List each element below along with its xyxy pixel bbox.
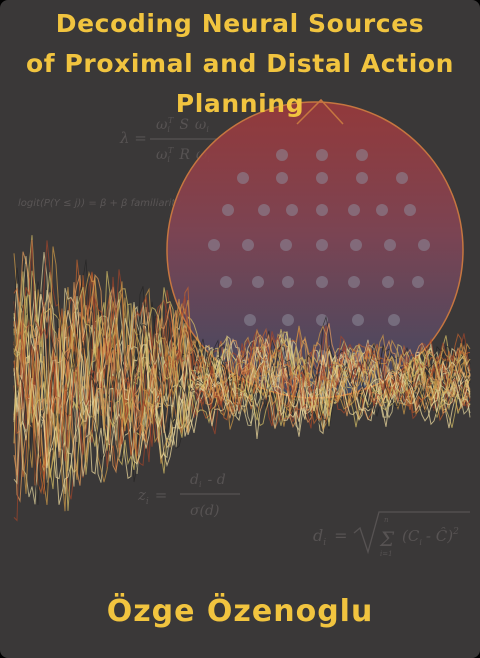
electrode-dot-icon — [352, 314, 364, 326]
formula-zscore-lhs: zi = — [137, 486, 167, 507]
electrode-dot-icon — [282, 314, 294, 326]
eeg-trace — [13, 246, 471, 494]
electrode-dot-icon — [316, 276, 328, 288]
eeg-trace — [13, 251, 471, 465]
title-line-1: Decoding Neural Sources — [55, 9, 425, 38]
eeg-trace — [13, 297, 471, 506]
electrode-dot-icon — [404, 204, 416, 216]
electrode-dot-icon — [348, 204, 360, 216]
electrode-dot-icon — [384, 239, 396, 251]
electrode-dot-icon — [412, 276, 424, 288]
formula-logit: logit(P(Y ≤ j)) = β + β familiarity — [18, 198, 182, 209]
electrode-dot-icon — [350, 239, 362, 251]
electrode-dot-icon — [316, 149, 328, 161]
electrode-dot-icon — [220, 276, 232, 288]
electrode-dot-icon — [280, 239, 292, 251]
formula-distance: di = Σ n i=1 (Ci - Ĉ)2 — [313, 511, 470, 558]
electrode-dot-icon — [316, 314, 328, 326]
electrode-dot-icon — [237, 172, 249, 184]
electrode-dot-icon — [282, 276, 294, 288]
book-title: Decoding Neural Sources of Proximal and … — [0, 4, 480, 124]
electrode-dot-icon — [276, 149, 288, 161]
formula-distance-sum: Σ — [379, 527, 395, 551]
electrode-dot-icon — [258, 204, 270, 216]
formula-lambda-lhs: λ = — [119, 129, 147, 147]
electrode-dot-icon — [356, 172, 368, 184]
electrode-dot-icon — [222, 204, 234, 216]
electrode-dot-icon — [316, 204, 328, 216]
electrode-dot-icon — [382, 276, 394, 288]
formula-zscore: zi = di - d σ(d) — [137, 472, 240, 519]
formula-distance-lhs: di = — [313, 526, 348, 548]
book-author: Özge Özenoglu — [106, 594, 374, 629]
electrode-dot-icon — [348, 276, 360, 288]
electrode-dot-icon — [244, 314, 256, 326]
electrode-dot-icon — [286, 204, 298, 216]
formula-distance-term: (Ci - Ĉ)2 — [402, 527, 459, 547]
title-line-3: Planning — [175, 89, 305, 118]
formula-distance-sum-bottom: i=1 — [380, 550, 393, 558]
eeg-trace — [13, 275, 471, 495]
formula-zscore-numerator: di - d — [190, 472, 226, 489]
electrode-dot-icon — [242, 239, 254, 251]
eeg-trace — [13, 239, 471, 462]
formula-distance-sum-top: n — [384, 516, 389, 524]
eeg-trace — [13, 271, 471, 477]
formula-zscore-denominator: σ(d) — [190, 503, 219, 519]
electrode-dot-icon — [376, 204, 388, 216]
electrode-dot-icon — [252, 276, 264, 288]
electrode-dot-icon — [208, 239, 220, 251]
electrode-dot-icon — [396, 172, 408, 184]
title-line-2: of Proximal and Distal Action — [25, 49, 455, 78]
electrode-dot-icon — [388, 314, 400, 326]
eeg-waveforms-icon — [13, 235, 471, 522]
electrode-dot-icon — [356, 149, 368, 161]
electrode-dot-icon — [418, 239, 430, 251]
electrode-dot-icon — [316, 239, 328, 251]
electrode-dot-icon — [316, 172, 328, 184]
electrode-dot-icon — [276, 172, 288, 184]
